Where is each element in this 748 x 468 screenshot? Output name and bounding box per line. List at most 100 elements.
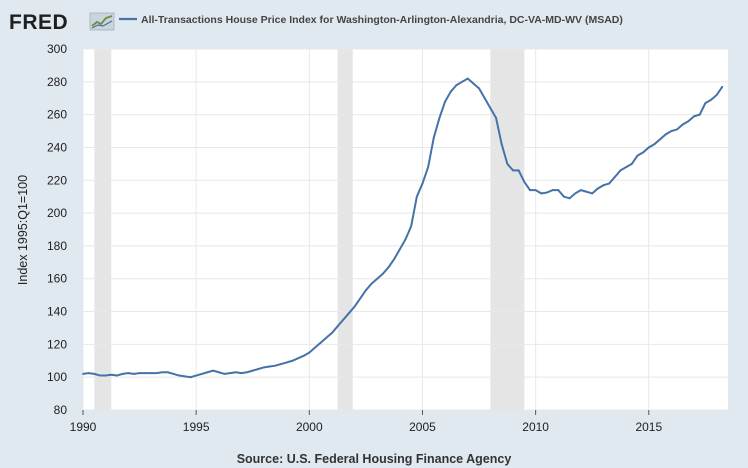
- data-point: [280, 363, 282, 365]
- grid-lines: [82, 48, 728, 411]
- data-point: [274, 364, 277, 367]
- data-point: [99, 374, 101, 377]
- data-point: [466, 77, 469, 80]
- x-tick-label: 2000: [296, 420, 323, 434]
- y-tick-label: 260: [47, 108, 67, 122]
- data-point: [449, 90, 452, 93]
- y-tick-label: 280: [47, 75, 67, 89]
- x-tick-label: 2010: [522, 420, 549, 434]
- data-point: [387, 266, 390, 269]
- data-point: [659, 138, 662, 141]
- data-point: [483, 97, 486, 100]
- data-point: [370, 282, 373, 285]
- data-point: [348, 312, 350, 315]
- data-point: [217, 371, 220, 374]
- data-point: [302, 354, 305, 357]
- data-point: [229, 372, 232, 374]
- y-tick-label: 80: [54, 403, 68, 417]
- y-tick-label: 180: [47, 239, 67, 253]
- data-point: [121, 373, 124, 375]
- data-point: [263, 366, 265, 369]
- data-point: [568, 197, 571, 200]
- data-point: [172, 373, 175, 375]
- data-point: [495, 117, 497, 119]
- data-point: [591, 192, 594, 195]
- fred-logo[interactable]: FRED: [9, 11, 68, 34]
- data-point: [149, 372, 152, 374]
- data-point: [596, 187, 599, 190]
- y-tick-label: 140: [47, 305, 67, 319]
- data-point: [444, 100, 447, 103]
- x-tick-label: 1990: [70, 420, 97, 434]
- data-point: [517, 169, 520, 172]
- data-point: [472, 82, 475, 85]
- data-point: [427, 166, 430, 169]
- data-point: [506, 162, 509, 165]
- data-point: [636, 154, 639, 157]
- recession-band-0: [94, 49, 112, 410]
- y-tick-label: 160: [47, 272, 67, 286]
- data-point: [144, 372, 147, 374]
- data-point: [308, 351, 311, 354]
- data-point: [364, 289, 367, 292]
- plot-background: [83, 49, 728, 410]
- data-point: [670, 130, 673, 132]
- data-point: [534, 189, 537, 192]
- data-point: [268, 365, 271, 368]
- data-point: [500, 143, 503, 146]
- data-point: [421, 182, 424, 185]
- y-tick-label: 100: [47, 370, 67, 384]
- data-point: [608, 182, 611, 185]
- data-point: [410, 225, 413, 228]
- x-tick-label: 2015: [635, 420, 662, 434]
- source-note: Source: U.S. Federal Housing Finance Age…: [237, 452, 512, 466]
- data-point: [331, 331, 333, 334]
- data-point: [619, 169, 622, 172]
- data-point: [183, 375, 186, 378]
- data-point: [246, 371, 248, 374]
- data-point: [291, 359, 294, 362]
- data-point: [353, 305, 356, 308]
- recession-shading: [94, 49, 525, 410]
- data-point: [240, 372, 243, 374]
- data-point: [398, 248, 401, 251]
- data-point: [212, 369, 215, 372]
- y-axis: 80 100 120 140 160 180 200 220 240 260 280 300: [47, 42, 67, 417]
- data-point: [393, 258, 396, 260]
- data-point: [359, 297, 362, 300]
- data-point: [234, 371, 237, 374]
- data-point: [529, 189, 531, 192]
- data-point: [127, 372, 130, 374]
- data-point: [647, 146, 650, 149]
- x-axis: 1990 1995 2000 2005 2010 2015: [70, 410, 662, 434]
- data-point: [540, 192, 543, 195]
- data-point: [693, 115, 695, 118]
- data-point: [138, 372, 141, 374]
- data-point: [82, 373, 84, 375]
- y-tick-label: 220: [47, 173, 67, 187]
- data-point: [715, 94, 718, 96]
- data-point: [557, 189, 560, 192]
- y-axis-label: Index 1995:Q1=100: [16, 175, 30, 285]
- data-point: [200, 373, 203, 375]
- data-point: [489, 107, 492, 109]
- data-point: [87, 372, 90, 374]
- data-point: [512, 169, 514, 172]
- data-point: [602, 184, 605, 187]
- data-point: [116, 374, 118, 377]
- data-point: [461, 80, 463, 83]
- data-point: [206, 371, 209, 374]
- data-point: [104, 374, 107, 377]
- data-point: [189, 376, 192, 379]
- legend-label: All-Transactions House Price Index for W…: [141, 14, 623, 26]
- data-point: [336, 325, 339, 328]
- data-point: [314, 346, 316, 349]
- trend-chart-icon: [89, 12, 115, 31]
- data-point: [438, 117, 441, 119]
- y-tick-label: 200: [47, 206, 67, 220]
- data-point: [721, 85, 724, 88]
- data-point: [257, 368, 260, 370]
- series-points: [82, 77, 724, 379]
- data-point: [478, 87, 480, 90]
- data-point: [251, 369, 254, 372]
